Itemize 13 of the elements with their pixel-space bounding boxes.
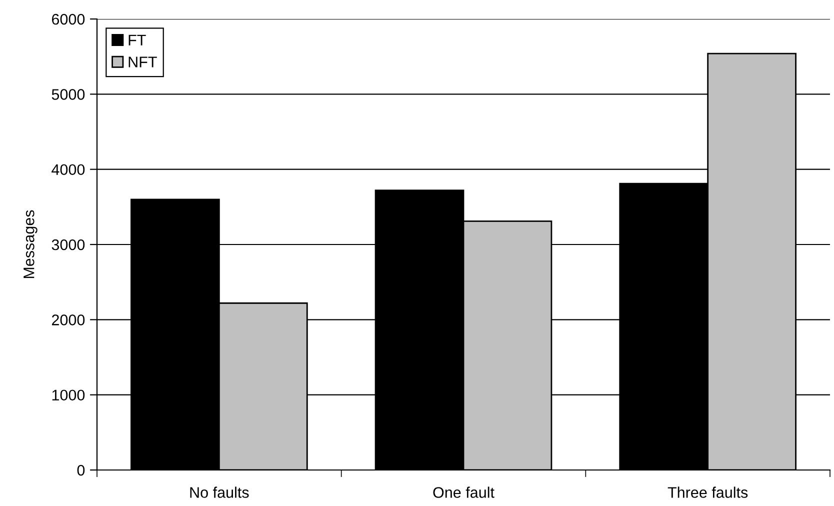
y-axis-title: Messages [24, 210, 38, 278]
y-tick-label: 3000 [52, 239, 85, 250]
y-tick-label: 0 [77, 464, 85, 476]
y-tick-label: 4000 [52, 164, 85, 176]
x-tick-label: One fault [433, 486, 494, 498]
y-tick-label: 1000 [52, 390, 85, 401]
x-tick-label: No faults [190, 486, 249, 498]
legend-label: NFT [128, 56, 157, 68]
legend-label: FT [128, 34, 146, 46]
y-tick-label: 2000 [52, 314, 85, 326]
y-tick-label: 6000 [52, 14, 85, 25]
x-tick-label: Three faults [668, 486, 748, 498]
y-tick-label: 5000 [52, 89, 85, 100]
